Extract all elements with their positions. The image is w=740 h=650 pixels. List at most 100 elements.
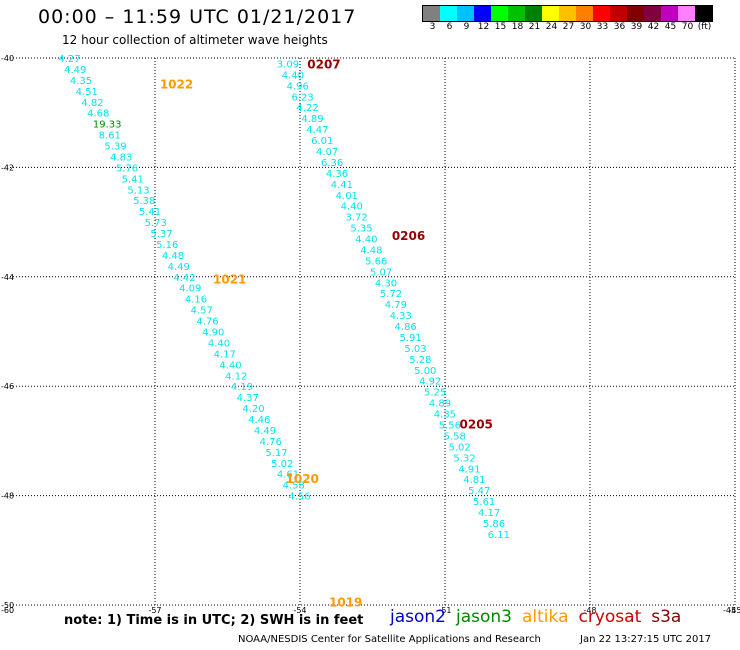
wave-height-value: 4.49 — [64, 65, 86, 76]
legend-swatch — [678, 6, 695, 21]
wave-height-value: 3.09 — [277, 59, 299, 70]
wave-height-value: 4.40 — [219, 360, 241, 371]
legend-swatch — [559, 6, 576, 21]
y-tick-label: -40 — [1, 54, 14, 63]
wave-height-value: 6.11 — [488, 530, 510, 541]
wave-height-value: 4.51 — [76, 87, 98, 98]
wave-height-value: 4.82 — [81, 98, 103, 109]
timestamp: Jan 22 13:27:15 UTC 2017 — [580, 634, 712, 645]
wave-height-value: 5.02 — [449, 442, 471, 453]
pass-time-label: 1020 — [286, 472, 319, 486]
legend-label: 3 — [429, 22, 436, 32]
wave-height-value: 5.03 — [404, 344, 426, 355]
satellite-label-altika: altika — [522, 607, 569, 627]
legend-swatch — [661, 6, 678, 21]
wave-height-value: 4.47 — [306, 125, 328, 136]
wave-height-value: 5.56 — [439, 420, 461, 431]
wave-height-value: 5.00 — [414, 366, 436, 377]
color-scale-legend — [422, 5, 713, 22]
wave-height-value: 4.27 — [58, 54, 80, 65]
wave-height-value: 4.76 — [196, 317, 218, 328]
wave-height-value: 4.40 — [282, 70, 304, 81]
wave-height-value: 4.42 — [173, 273, 195, 284]
wave-height-value: 4.16 — [185, 295, 207, 306]
corner-x-label: -60 — [1, 606, 14, 615]
wave-height-value: 4.35 — [434, 410, 456, 421]
pass-time-label: 1021 — [213, 273, 246, 287]
satellite-legend: jason2 jason3 altika cryosat s3a — [390, 607, 691, 627]
wave-height-value: 4.56 — [288, 492, 310, 503]
wave-height-value: 4.40 — [355, 235, 377, 246]
wave-height-value: 4.90 — [202, 328, 224, 339]
satellite-label-jason3: jason3 — [456, 607, 512, 627]
color-scale-labels: 3 6 9 12 15 18 21 24 27 30 33 36 39 42 45 70 (ft) — [422, 22, 740, 34]
wave-height-value: 4.86 — [395, 322, 417, 333]
wave-height-value: 4.36 — [326, 169, 348, 180]
wave-height-value: 4.83 — [110, 152, 132, 163]
legend-swatch — [525, 6, 542, 21]
y-tick-label: -50 — [1, 601, 14, 610]
wave-height-value: 4.30 — [375, 278, 397, 289]
wave-height-value: 4.48 — [162, 251, 184, 262]
wave-height-value: 4.89 — [429, 399, 451, 410]
wave-height-value: 4.61 — [277, 470, 299, 481]
wave-height-value: 4.76 — [260, 437, 282, 448]
wave-height-value: 5.02 — [271, 459, 293, 470]
satellite-label-s3a: s3a — [651, 607, 682, 627]
wave-height-value: 4.81 — [463, 475, 485, 486]
satellite-label-cryosat: cryosat — [578, 607, 642, 627]
wave-height-value: 19.33 — [93, 120, 122, 131]
wave-height-value: 5.73 — [145, 218, 167, 229]
pass-time-label: 0206 — [392, 229, 425, 243]
legend-label: 9 — [463, 22, 470, 32]
wave-height-value: 4.57 — [191, 306, 213, 317]
wave-height-value: 3.72 — [345, 213, 367, 224]
wave-height-value: 5.28 — [409, 355, 431, 366]
legend-label: 45 — [664, 22, 677, 32]
wave-height-value: 5.41 — [122, 174, 144, 185]
legend-label: (ft) — [697, 22, 712, 32]
wave-height-value: 4.17 — [478, 508, 500, 519]
wave-height-value: 5.91 — [399, 333, 421, 344]
legend-swatch — [474, 6, 491, 21]
legend-swatch — [695, 6, 712, 21]
legend-label: 27 — [562, 22, 575, 32]
wave-height-value: 6.01 — [311, 136, 333, 147]
wave-height-value: 5.66 — [365, 256, 387, 267]
wave-height-value: 4.89 — [301, 114, 323, 125]
wave-height-value: 4.17 — [214, 349, 236, 360]
y-tick-label: -46 — [1, 382, 14, 391]
wave-height-value: 5.07 — [370, 267, 392, 278]
legend-swatch — [457, 6, 474, 21]
wave-height-value: 4.79 — [385, 300, 407, 311]
legend-swatch — [610, 6, 627, 21]
y-tick-label: -44 — [1, 273, 14, 282]
legend-swatch — [423, 6, 440, 21]
wave-height-value: 4.58 — [283, 481, 305, 492]
y-tick-label: -48 — [1, 492, 14, 501]
wave-height-value: 6.36 — [321, 158, 343, 169]
wave-height-value: 5.13 — [127, 185, 149, 196]
wave-height-value: 5.16 — [156, 240, 178, 251]
wave-height-value: 4.07 — [316, 147, 338, 158]
wave-height-value: 4.40 — [208, 338, 230, 349]
chart-title: 00:00 – 11:59 UTC 01/21/2017 — [38, 6, 357, 28]
legend-swatch — [627, 6, 644, 21]
legend-label: 6 — [446, 22, 453, 32]
satellite-label-jason2: jason2 — [390, 607, 446, 627]
wave-height-value: 5.72 — [380, 289, 402, 300]
wave-height-value: 4.49 — [254, 426, 276, 437]
legend-label: 21 — [528, 22, 541, 32]
legend-swatch — [576, 6, 593, 21]
wave-height-value: 4.37 — [237, 393, 259, 404]
pass-time-label: 1019 — [329, 595, 362, 609]
wave-height-value: 4.01 — [336, 191, 358, 202]
wave-height-value: 4.19 — [231, 382, 253, 393]
wave-height-value: 5.17 — [265, 448, 287, 459]
pass-time-label: 1022 — [160, 77, 193, 91]
legend-label: 42 — [647, 22, 660, 32]
wave-height-value: 8.61 — [99, 131, 121, 142]
wave-height-value: 4.48 — [360, 245, 382, 256]
x-tick-label: -48 — [583, 606, 596, 615]
wave-height-value: 4.35 — [70, 76, 92, 87]
